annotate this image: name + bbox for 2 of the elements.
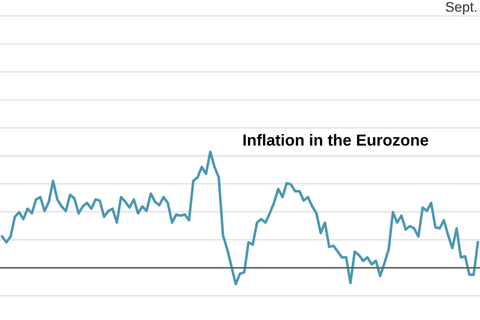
text: Sept. [446, 2, 476, 15]
chart-title: Inflation in the Eurozone [243, 134, 428, 146]
